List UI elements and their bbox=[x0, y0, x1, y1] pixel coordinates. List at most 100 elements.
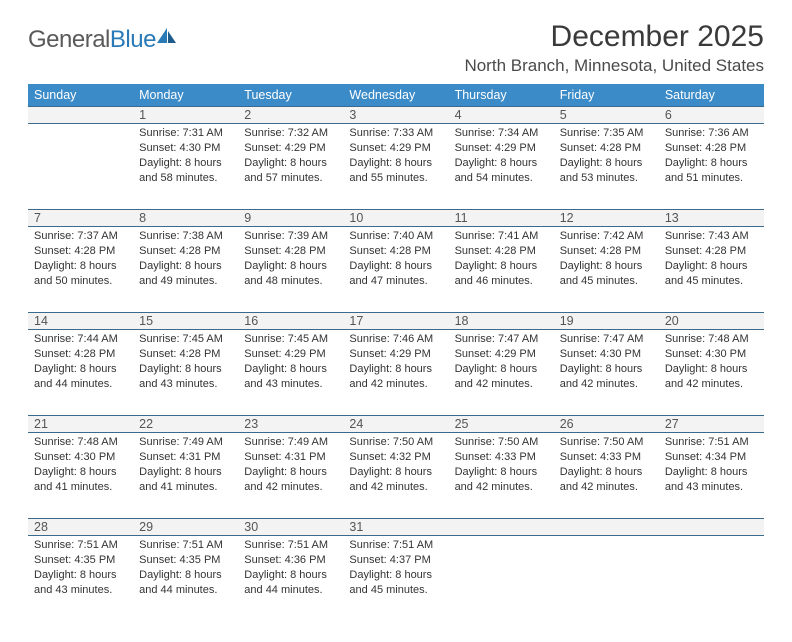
sunset-text: Sunset: 4:28 PM bbox=[665, 141, 758, 156]
day-number: 25 bbox=[449, 416, 554, 433]
sunset-text: Sunset: 4:36 PM bbox=[244, 553, 337, 568]
sunset-text: Sunset: 4:29 PM bbox=[455, 141, 548, 156]
day-number: 10 bbox=[343, 210, 448, 227]
sunset-text: Sunset: 4:28 PM bbox=[244, 244, 337, 259]
day-number: 9 bbox=[238, 210, 343, 227]
sunrise-text: Sunrise: 7:38 AM bbox=[139, 229, 232, 244]
sunset-text: Sunset: 4:28 PM bbox=[560, 141, 653, 156]
weekday-header: Monday bbox=[133, 84, 238, 107]
day-cell: Sunrise: 7:50 AMSunset: 4:33 PMDaylight:… bbox=[554, 433, 659, 519]
sunset-text: Sunset: 4:28 PM bbox=[665, 244, 758, 259]
sunrise-text: Sunrise: 7:51 AM bbox=[349, 538, 442, 553]
sunrise-text: Sunrise: 7:39 AM bbox=[244, 229, 337, 244]
daylight-text: and 48 minutes. bbox=[244, 274, 337, 289]
daylight-text: Daylight: 8 hours bbox=[139, 465, 232, 480]
day-cell: Sunrise: 7:43 AMSunset: 4:28 PMDaylight:… bbox=[659, 227, 764, 313]
daylight-text: Daylight: 8 hours bbox=[455, 362, 548, 377]
sunrise-text: Sunrise: 7:34 AM bbox=[455, 126, 548, 141]
daylight-text: Daylight: 8 hours bbox=[455, 259, 548, 274]
day-cell: Sunrise: 7:31 AMSunset: 4:30 PMDaylight:… bbox=[133, 124, 238, 210]
sunset-text: Sunset: 4:31 PM bbox=[244, 450, 337, 465]
day-cell bbox=[554, 536, 659, 622]
daylight-text: and 42 minutes. bbox=[244, 480, 337, 495]
day-number-row: 21222324252627 bbox=[28, 416, 764, 433]
sunset-text: Sunset: 4:28 PM bbox=[349, 244, 442, 259]
day-cell: Sunrise: 7:45 AMSunset: 4:28 PMDaylight:… bbox=[133, 330, 238, 416]
weekday-header: Thursday bbox=[449, 84, 554, 107]
day-number bbox=[659, 519, 764, 536]
sunset-text: Sunset: 4:33 PM bbox=[455, 450, 548, 465]
sunrise-text: Sunrise: 7:37 AM bbox=[34, 229, 127, 244]
day-number: 31 bbox=[343, 519, 448, 536]
day-cell: Sunrise: 7:36 AMSunset: 4:28 PMDaylight:… bbox=[659, 124, 764, 210]
daylight-text: and 49 minutes. bbox=[139, 274, 232, 289]
day-number: 8 bbox=[133, 210, 238, 227]
weekday-header: Wednesday bbox=[343, 84, 448, 107]
daylight-text: Daylight: 8 hours bbox=[560, 156, 653, 171]
day-number: 7 bbox=[28, 210, 133, 227]
daylight-text: and 42 minutes. bbox=[665, 377, 758, 392]
month-title: December 2025 bbox=[464, 20, 764, 54]
day-cell: Sunrise: 7:50 AMSunset: 4:33 PMDaylight:… bbox=[449, 433, 554, 519]
sunrise-text: Sunrise: 7:50 AM bbox=[455, 435, 548, 450]
logo: GeneralBlue bbox=[28, 26, 178, 54]
daylight-text: Daylight: 8 hours bbox=[244, 568, 337, 583]
sunrise-text: Sunrise: 7:51 AM bbox=[139, 538, 232, 553]
sunset-text: Sunset: 4:28 PM bbox=[139, 244, 232, 259]
day-cell: Sunrise: 7:39 AMSunset: 4:28 PMDaylight:… bbox=[238, 227, 343, 313]
daylight-text: Daylight: 8 hours bbox=[560, 362, 653, 377]
day-cell: Sunrise: 7:46 AMSunset: 4:29 PMDaylight:… bbox=[343, 330, 448, 416]
daylight-text: Daylight: 8 hours bbox=[349, 568, 442, 583]
day-number: 22 bbox=[133, 416, 238, 433]
weekday-header: Friday bbox=[554, 84, 659, 107]
day-number bbox=[28, 107, 133, 124]
day-cell: Sunrise: 7:47 AMSunset: 4:29 PMDaylight:… bbox=[449, 330, 554, 416]
daylight-text: and 41 minutes. bbox=[139, 480, 232, 495]
logo-blue: Blue bbox=[110, 26, 156, 53]
daylight-text: and 44 minutes. bbox=[34, 377, 127, 392]
daylight-text: and 58 minutes. bbox=[139, 171, 232, 186]
daylight-text: Daylight: 8 hours bbox=[455, 156, 548, 171]
daylight-text: Daylight: 8 hours bbox=[139, 362, 232, 377]
weekday-header: Sunday bbox=[28, 84, 133, 107]
day-number: 5 bbox=[554, 107, 659, 124]
daylight-text: Daylight: 8 hours bbox=[560, 259, 653, 274]
sunrise-text: Sunrise: 7:51 AM bbox=[665, 435, 758, 450]
sunrise-text: Sunrise: 7:32 AM bbox=[244, 126, 337, 141]
day-cell: Sunrise: 7:38 AMSunset: 4:28 PMDaylight:… bbox=[133, 227, 238, 313]
sunrise-text: Sunrise: 7:44 AM bbox=[34, 332, 127, 347]
daylight-text: and 45 minutes. bbox=[665, 274, 758, 289]
day-content-row: Sunrise: 7:37 AM Sunset: 4:28 PM Daylight:… bbox=[28, 227, 764, 313]
daylight-text: and 50 minutes. bbox=[34, 274, 127, 289]
sunset-text: Sunset: 4:37 PM bbox=[349, 553, 442, 568]
day-number: 13 bbox=[659, 210, 764, 227]
day-content-row: Sunrise: 7:51 AMSunset: 4:35 PMDaylight:… bbox=[28, 536, 764, 622]
daylight-text: and 51 minutes. bbox=[665, 171, 758, 186]
day-number-row: 14151617181920 bbox=[28, 313, 764, 330]
day-cell: Sunrise: 7:51 AMSunset: 4:35 PMDaylight:… bbox=[28, 536, 133, 622]
header: GeneralBlue December 2025 North Branch, … bbox=[28, 20, 764, 76]
day-number: 12 bbox=[554, 210, 659, 227]
daylight-text: Daylight: 8 hours bbox=[34, 465, 127, 480]
day-number-row: 78910111213 bbox=[28, 210, 764, 227]
sunset-text: Sunset: 4:30 PM bbox=[665, 347, 758, 362]
sunrise-text: Sunrise: 7:47 AM bbox=[455, 332, 548, 347]
daylight-text: Daylight: 8 hours bbox=[665, 465, 758, 480]
daylight-text: and 57 minutes. bbox=[244, 171, 337, 186]
day-number: 27 bbox=[659, 416, 764, 433]
daylight-text: and 44 minutes. bbox=[139, 583, 232, 598]
sunset-text: Sunset: 4:29 PM bbox=[244, 141, 337, 156]
daylight-text: Daylight: 8 hours bbox=[139, 156, 232, 171]
day-cell: Sunrise: 7:51 AMSunset: 4:36 PMDaylight:… bbox=[238, 536, 343, 622]
daylight-text: and 41 minutes. bbox=[34, 480, 127, 495]
weekday-header: Saturday bbox=[659, 84, 764, 107]
sunrise-text: Sunrise: 7:50 AM bbox=[349, 435, 442, 450]
sunset-text: Sunset: 4:35 PM bbox=[139, 553, 232, 568]
day-cell: Sunrise: 7:48 AMSunset: 4:30 PMDaylight:… bbox=[659, 330, 764, 416]
daylight-text: and 42 minutes. bbox=[560, 377, 653, 392]
day-content-row: Sunrise: 7:44 AMSunset: 4:28 PMDaylight:… bbox=[28, 330, 764, 416]
daylight-text: and 43 minutes. bbox=[244, 377, 337, 392]
day-number bbox=[554, 519, 659, 536]
day-number-row: 28293031 bbox=[28, 519, 764, 536]
sunset-text: Sunset: 4:29 PM bbox=[349, 347, 442, 362]
